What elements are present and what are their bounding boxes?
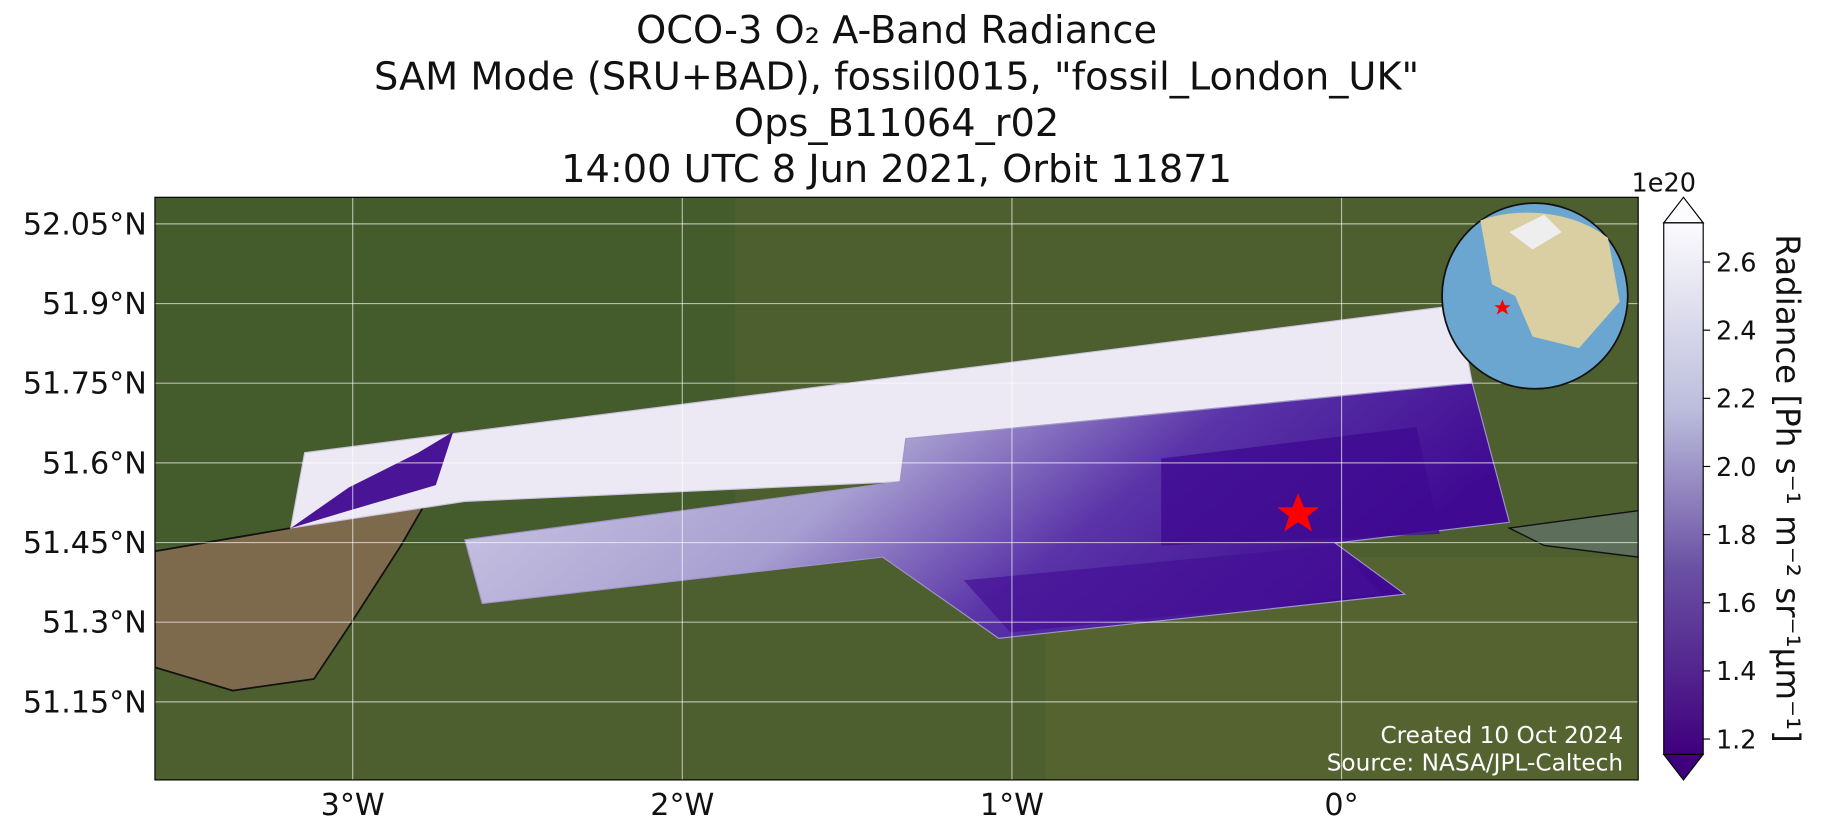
colorbar-tick-label: 1.6 <box>1716 589 1757 619</box>
x-tick-label: 3°W <box>321 788 385 823</box>
colorbar-label: Radiance [Ph s⁻¹ m⁻² sr⁻¹μm⁻¹] <box>1768 234 1806 742</box>
globe-inset <box>1441 202 1629 390</box>
colorbar-tick-label: 2.2 <box>1716 385 1757 415</box>
y-tick-label: 51.3°N <box>42 606 147 641</box>
colorbar-tick-label: 1.4 <box>1716 657 1757 687</box>
x-tick-label: 2°W <box>650 788 714 823</box>
colorbar-tick-label: 2.6 <box>1716 248 1757 278</box>
colorbar-tick-label: 2.0 <box>1716 453 1757 483</box>
target-star <box>1277 493 1320 532</box>
title-line: OCO-3 O₂ A-Band Radiance <box>636 8 1157 53</box>
colorbar-tick-label: 1.2 <box>1716 725 1757 755</box>
title-line: 14:00 UTC 8 Jun 2021, Orbit 11871 <box>561 147 1232 192</box>
y-tick-label: 52.05°N <box>23 207 147 242</box>
colorbar-tick-label: 1.8 <box>1716 521 1757 551</box>
title-line: SAM Mode (SRU+BAD), fossil0015, "fossil_… <box>374 54 1419 99</box>
colorbar <box>1662 196 1705 781</box>
credit: Source: NASA/JPL-Caltech <box>1327 750 1623 777</box>
y-tick-label: 51.45°N <box>23 526 147 561</box>
colorbar-offset: 1e20 <box>1632 169 1696 199</box>
y-tick-label: 51.9°N <box>42 287 147 322</box>
x-tick-label: 0° <box>1324 788 1358 823</box>
map-background <box>154 197 1639 780</box>
y-tick-label: 51.15°N <box>23 685 147 720</box>
credit: Created 10 Oct 2024 <box>1380 722 1623 749</box>
x-tick-label: 1°W <box>980 788 1044 823</box>
map-frame <box>154 196 1639 781</box>
y-tick-label: 51.75°N <box>23 367 147 402</box>
title-line: Ops_B11064_r02 <box>734 101 1059 146</box>
y-tick-label: 51.6°N <box>42 446 147 481</box>
colorbar-tick-label: 2.4 <box>1716 316 1757 346</box>
